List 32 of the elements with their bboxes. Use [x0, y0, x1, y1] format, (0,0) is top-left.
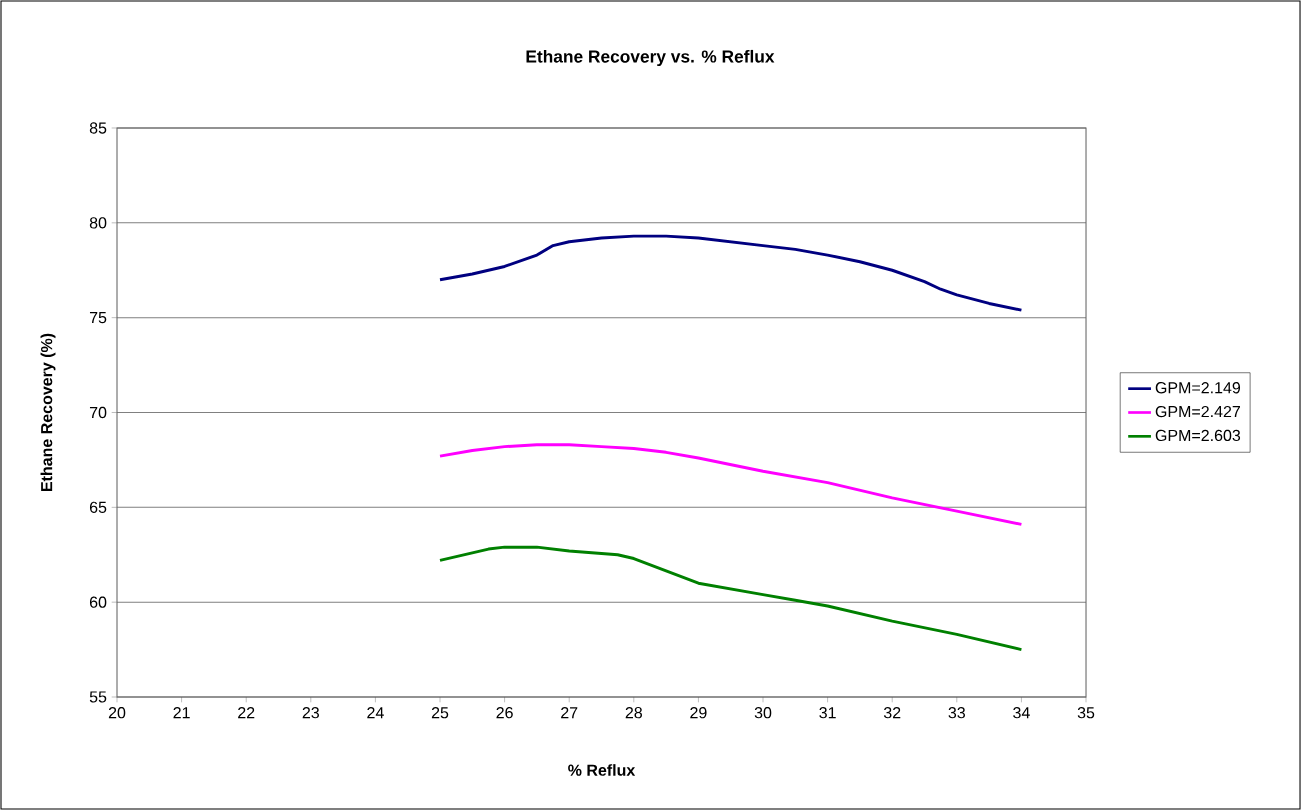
x-tick-label: 27 — [561, 707, 578, 719]
x-tick-label: 26 — [496, 707, 513, 719]
line-series — [438, 234, 1023, 312]
x-tick-label: 21 — [173, 707, 190, 719]
legend-label: GPM=2.149 — [1155, 382, 1241, 394]
x-tick-label: 33 — [948, 707, 966, 719]
y-tick-label: 75 — [89, 312, 107, 324]
line-series — [438, 545, 1023, 652]
y-tick-label: 85 — [89, 122, 107, 134]
x-tick-label: 24 — [367, 707, 384, 719]
x-tick-label: 34 — [1013, 707, 1030, 719]
x-tick-label: 28 — [625, 707, 642, 719]
y-axis-title: Ethane Recovery (%) — [40, 333, 56, 492]
legend-label: GPM=2.603 — [1155, 429, 1241, 442]
y-tick-label: 80 — [89, 217, 107, 229]
x-tick-label: 22 — [238, 707, 255, 719]
x-tick-label: 35 — [1077, 707, 1095, 719]
x-tick-label: 31 — [819, 707, 836, 719]
y-tick-label: 70 — [89, 406, 107, 419]
y-tick-label: 60 — [89, 596, 107, 608]
x-axis-title: % Reflux — [568, 764, 636, 776]
chart-title: Ethane Recovery vs. % Reflux — [526, 49, 775, 67]
line-series — [438, 443, 1023, 526]
y-tick-label: 55 — [89, 691, 107, 703]
x-tick-label: 23 — [302, 707, 319, 719]
x-tick-label: 32 — [883, 707, 901, 719]
legend-label: GPM=2.427 — [1155, 405, 1240, 418]
x-tick-label: 20 — [108, 707, 126, 719]
x-tick-label: 25 — [431, 707, 449, 719]
x-tick-label: 30 — [754, 707, 772, 719]
y-tick-label: 65 — [89, 501, 107, 513]
x-tick-label: 29 — [690, 707, 707, 719]
